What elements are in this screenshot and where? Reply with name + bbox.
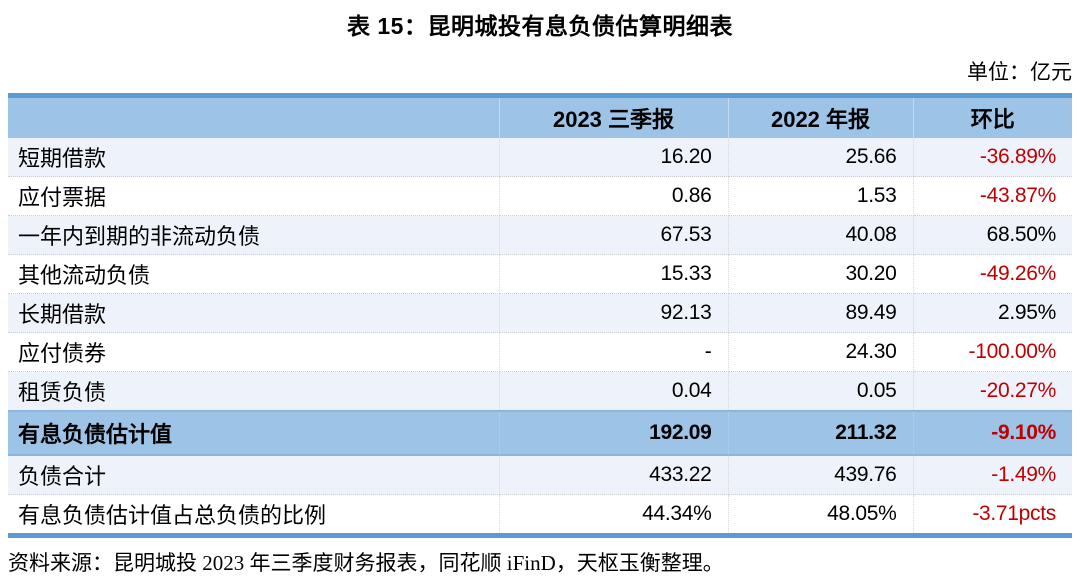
value-2023: 0.86 bbox=[499, 176, 729, 216]
debt-table: 2023 三季报 2022 年报 环比 短期借款 16.20 25.66 -36… bbox=[8, 93, 1072, 538]
table-row: 长期借款 92.13 89.49 2.95% bbox=[8, 293, 1072, 333]
value-2022: 0.05 bbox=[728, 371, 914, 412]
table-row: 一年内到期的非流动负债 67.53 40.08 68.50% bbox=[8, 215, 1072, 255]
table-row: 有息负债估计值占总负债的比例 44.34% 48.05% -3.71pcts bbox=[8, 494, 1072, 536]
value-2023: 67.53 bbox=[499, 215, 729, 255]
page-title: 表 15：昆明城投有息负债估算明细表 bbox=[347, 13, 733, 39]
value-2023: 15.33 bbox=[499, 254, 729, 294]
table-row: 应付债券 - 24.30 -100.00% bbox=[8, 332, 1072, 372]
value-2023: 16.20 bbox=[499, 138, 729, 177]
table-row: 应付票据 0.86 1.53 -43.87% bbox=[8, 176, 1072, 216]
col-header-2023: 2023 三季报 bbox=[499, 95, 729, 138]
value-2023: - bbox=[499, 332, 729, 372]
qoq-value: -36.89% bbox=[913, 138, 1072, 177]
qoq-value: 2.95% bbox=[913, 293, 1072, 333]
value-2022: 1.53 bbox=[728, 176, 914, 216]
qoq-value: -100.00% bbox=[913, 332, 1072, 372]
qoq-value: -49.26% bbox=[913, 254, 1072, 294]
value-2023: 192.09 bbox=[499, 410, 729, 456]
value-2022: 40.08 bbox=[728, 215, 914, 255]
qoq-value: -43.87% bbox=[913, 176, 1072, 216]
row-label: 有息负债估计值 bbox=[8, 410, 500, 456]
table-row: 短期借款 16.20 25.66 -36.89% bbox=[8, 138, 1072, 177]
value-2022: 89.49 bbox=[728, 293, 914, 333]
value-2022: 24.30 bbox=[728, 332, 914, 372]
qoq-value: 68.50% bbox=[913, 215, 1072, 255]
table-header-row: 2023 三季报 2022 年报 环比 bbox=[8, 95, 1072, 138]
row-label: 其他流动负债 bbox=[8, 254, 500, 294]
qoq-value: -9.10% bbox=[913, 410, 1072, 456]
value-2022: 439.76 bbox=[728, 455, 914, 495]
col-header-label bbox=[8, 95, 500, 138]
value-2023: 0.04 bbox=[499, 371, 729, 412]
col-header-2022: 2022 年报 bbox=[728, 95, 914, 138]
value-2023: 44.34% bbox=[499, 494, 729, 536]
qoq-value: -1.49% bbox=[913, 455, 1072, 495]
table-row: 其他流动负债 15.33 30.20 -49.26% bbox=[8, 254, 1072, 294]
row-label: 短期借款 bbox=[8, 138, 500, 177]
row-label: 负债合计 bbox=[8, 455, 500, 495]
row-label: 一年内到期的非流动负债 bbox=[8, 215, 500, 255]
table-row: 负债合计 433.22 439.76 -1.49% bbox=[8, 455, 1072, 495]
value-2023: 92.13 bbox=[499, 293, 729, 333]
table-row-highlight-total: 有息负债估计值 192.09 211.32 -9.10% bbox=[8, 410, 1072, 456]
qoq-value: -3.71pcts bbox=[913, 494, 1072, 536]
value-2022: 30.20 bbox=[728, 254, 914, 294]
value-2022: 25.66 bbox=[728, 138, 914, 177]
table-row: 租赁负债 0.04 0.05 -20.27% bbox=[8, 371, 1072, 412]
value-2022: 48.05% bbox=[728, 494, 914, 536]
source-note: 资料来源：昆明城投 2023 年三季度财务报表，同花顺 iFinD，天枢玉衡整理… bbox=[8, 551, 724, 575]
qoq-value: -20.27% bbox=[913, 371, 1072, 412]
unit-label: 单位：亿元 bbox=[967, 60, 1072, 84]
row-label: 长期借款 bbox=[8, 293, 500, 333]
row-label: 租赁负债 bbox=[8, 371, 500, 412]
row-label: 应付债券 bbox=[8, 332, 500, 372]
col-header-qoq: 环比 bbox=[913, 95, 1072, 138]
row-label: 有息负债估计值占总负债的比例 bbox=[8, 494, 500, 536]
value-2022: 211.32 bbox=[728, 410, 914, 456]
value-2023: 433.22 bbox=[499, 455, 729, 495]
row-label: 应付票据 bbox=[8, 176, 500, 216]
